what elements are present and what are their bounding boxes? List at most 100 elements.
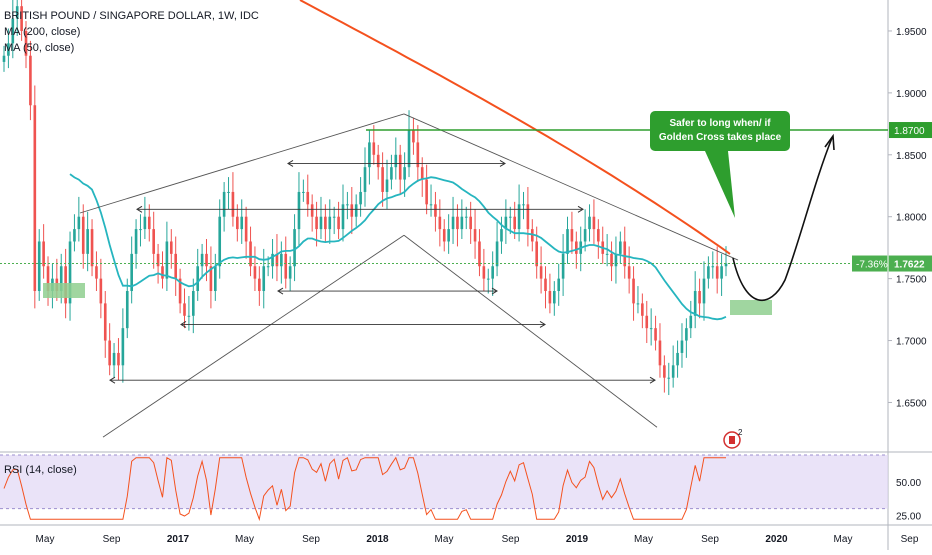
candle-body — [698, 291, 701, 304]
x-tick-label: 2017 — [167, 534, 190, 545]
candle-body — [460, 216, 464, 230]
candle-body — [570, 229, 574, 242]
candle-body — [407, 130, 411, 168]
candle-body — [121, 328, 125, 366]
candle-body — [341, 204, 345, 230]
candle-body — [627, 266, 631, 279]
rsi-tick-label: 50.00 — [896, 478, 921, 489]
candle-body — [20, 6, 23, 31]
arrow-head-right — [539, 321, 546, 328]
candle-body — [337, 216, 340, 230]
candle-body — [42, 241, 45, 267]
candle-body — [174, 253, 178, 279]
candle-body — [328, 216, 332, 230]
candle-body — [280, 253, 283, 267]
candle-body — [522, 204, 525, 206]
candle-body — [663, 365, 666, 378]
candle-body — [266, 266, 270, 268]
level-tag: 1.8700 — [894, 126, 925, 137]
candle-body — [403, 167, 406, 180]
candle-body — [513, 216, 516, 230]
rsi-line — [3, 456, 726, 522]
candle-body — [209, 266, 213, 292]
candle-body — [438, 216, 442, 230]
candle-body — [720, 266, 723, 279]
x-tick-label: May — [834, 534, 853, 545]
x-tick-label: Sep — [701, 534, 719, 545]
upper-trendline-left — [79, 113, 405, 214]
candle-body — [429, 204, 433, 206]
candle-body — [526, 204, 530, 230]
candle-body — [451, 216, 455, 230]
y-tick-label: 1.7500 — [896, 275, 927, 286]
arrow-head-left — [180, 321, 187, 328]
candle-body — [112, 352, 116, 366]
candle-body — [359, 191, 362, 205]
arrow-head-right — [491, 287, 498, 295]
candle-body — [645, 315, 649, 329]
candle-body — [557, 278, 561, 292]
candle-body — [416, 142, 420, 168]
candle-body — [447, 229, 450, 242]
candle-body — [464, 216, 468, 218]
candle-body — [671, 365, 675, 378]
candle-body — [59, 266, 63, 292]
candle-body — [654, 328, 657, 341]
x-tick-label: 2019 — [566, 534, 589, 545]
candle-body — [103, 303, 107, 341]
candle-body — [7, 43, 10, 56]
lower-trendline-left — [102, 234, 405, 438]
candle-body — [187, 315, 191, 317]
x-tick-label: 2018 — [366, 534, 389, 545]
candle-body — [667, 377, 671, 379]
candle-body — [183, 303, 186, 316]
x-tick-label: Sep — [302, 534, 320, 545]
candle-body — [707, 266, 710, 279]
y-tick-label: 1.9000 — [896, 89, 927, 100]
candle-body — [632, 278, 635, 304]
candle-body — [205, 253, 208, 267]
candle-body — [249, 241, 252, 267]
candle-body — [372, 142, 376, 155]
x-tick-label: May — [235, 534, 254, 545]
level-tag-bg — [889, 122, 932, 139]
candle-body — [95, 266, 98, 279]
candle-body — [165, 241, 169, 279]
candle-body — [244, 216, 248, 242]
candle-body — [33, 105, 37, 292]
candle-body — [588, 216, 591, 230]
ma50-legend: MA (50, close) — [4, 42, 75, 54]
lower-trendline-right — [403, 234, 658, 428]
candle-body — [15, 6, 19, 19]
x-tick-label: May — [634, 534, 653, 545]
candle-body — [143, 216, 147, 230]
candle-body — [508, 216, 512, 218]
candle-body — [130, 253, 133, 292]
candle-body — [346, 204, 349, 206]
x-tick-label: 2020 — [765, 534, 788, 545]
candle-body — [332, 216, 336, 218]
candle-body — [236, 216, 239, 230]
candle-body — [288, 266, 292, 279]
arrow-head-left — [277, 287, 284, 295]
candle-body — [610, 253, 613, 267]
price-tag-bg — [852, 255, 932, 272]
candle-body — [2, 55, 6, 62]
candle-body — [284, 253, 288, 279]
candle-body — [227, 191, 230, 193]
candle-body — [152, 229, 155, 254]
candle-body — [658, 340, 662, 366]
arrow-head-right — [577, 205, 584, 213]
rsi-band — [0, 455, 888, 509]
y-tick-label: 1.8500 — [896, 151, 927, 162]
candle-body — [535, 241, 539, 267]
candle-body — [623, 241, 627, 267]
candle-body — [214, 266, 217, 292]
candle-body — [218, 216, 222, 267]
candle-body — [473, 229, 477, 242]
candle-body — [478, 241, 481, 267]
candle-body — [456, 216, 459, 230]
candle-body — [693, 291, 697, 316]
rsi-legend: RSI (14, close) — [4, 464, 77, 476]
candle-body — [398, 154, 402, 180]
